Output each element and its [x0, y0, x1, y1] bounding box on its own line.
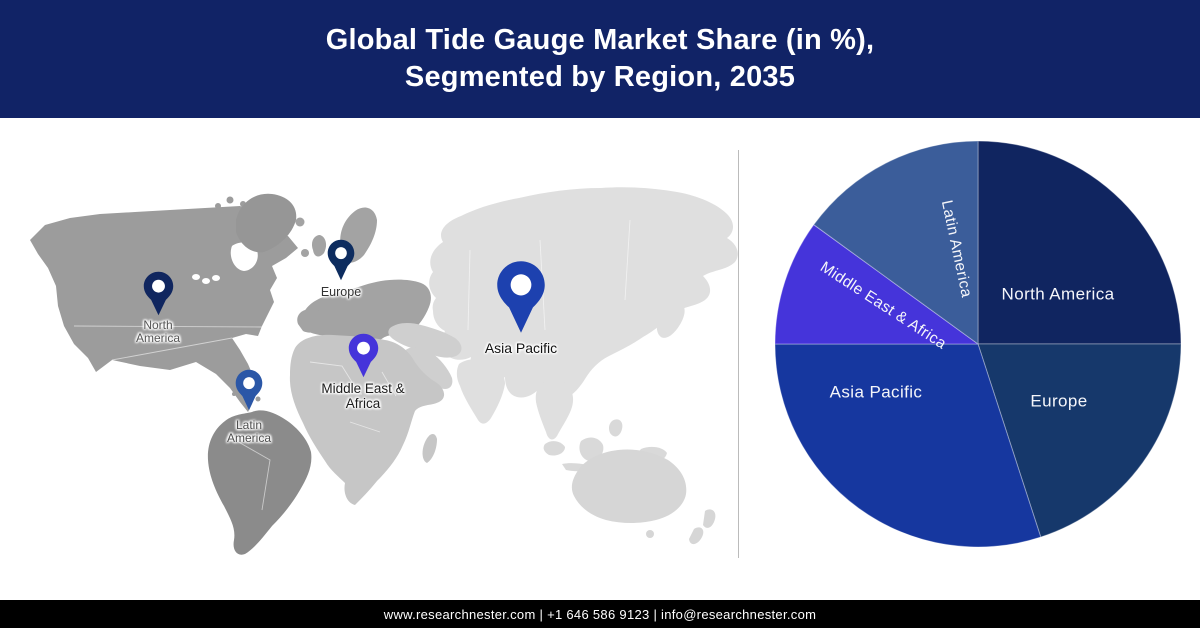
pie-slice-latin-america [813, 140, 979, 345]
island-iceland [295, 217, 305, 227]
pin-hole [510, 274, 532, 296]
content-area: North America Europe Latin America Middle E… [0, 118, 1200, 600]
pie-slice-middle-east-africa [774, 224, 979, 345]
pie-slice-europe [977, 343, 1182, 538]
region-india [456, 359, 505, 424]
continent-australia [571, 449, 687, 523]
island-japan [656, 302, 685, 338]
pin-hole [335, 247, 347, 260]
header-banner: Global Tide Gauge Market Share (in %), S… [0, 0, 1200, 119]
map-pin-middle-east-africa [348, 333, 378, 378]
map-pin-europe [327, 239, 355, 281]
vertical-divider [738, 150, 739, 558]
islands-southeast-asia [543, 419, 667, 472]
pin-body [497, 261, 545, 333]
island-greenland [236, 193, 297, 253]
pin-body [327, 239, 355, 281]
pie-label-asia-pacific: Asia Pacific [830, 382, 923, 401]
great-lakes [192, 274, 220, 284]
map-pin-label-latin-america: Latin America [226, 418, 271, 446]
island-tasmania [646, 530, 654, 538]
pie-label-europe: Europe [1030, 391, 1087, 410]
map-pin-asia-pacific [497, 261, 545, 333]
pin-body [348, 333, 378, 378]
continent-south-america [207, 410, 312, 555]
pin-body [143, 271, 173, 316]
pie-slice-asia-pacific [774, 343, 1042, 548]
pin-hole [356, 341, 370, 355]
pin-hole [151, 279, 165, 293]
island-madagascar [422, 433, 437, 463]
region-anatolia-iran [388, 323, 462, 358]
footer-contact-text: www.researchnester.com | +1 646 586 9123… [383, 606, 817, 622]
pie-slice-north-america [977, 140, 1182, 345]
world-map [30, 187, 738, 555]
page-title-line-2: Segmented by Region, 2035 [404, 61, 796, 93]
map-pin-label-north-america: North America [135, 318, 180, 346]
island-uk [311, 235, 327, 257]
continent-north-america [30, 206, 298, 412]
map-pin-north-america [143, 271, 173, 316]
pin-body [235, 369, 263, 411]
pie-label-north-america: North America [1002, 284, 1115, 303]
islands-new-zealand [689, 509, 716, 545]
island-ireland [301, 249, 309, 257]
map-pin-label-europe: Europe [320, 285, 362, 299]
region-iberia [297, 309, 326, 333]
region-asia [429, 187, 738, 403]
footer-bar: www.researchnester.com | +1 646 586 9123… [0, 600, 1200, 628]
country-border-lines [73, 219, 631, 511]
map-pin-latin-america [235, 369, 263, 411]
map-pin-label-middle-east-africa: Middle East & Africa [321, 381, 405, 412]
continent-africa [289, 334, 445, 505]
map-pin-label-asia-pacific: Asia Pacific [484, 340, 558, 356]
pin-hole [243, 377, 255, 390]
region-indochina [535, 379, 574, 440]
page-title-line-1: Global Tide Gauge Market Share (in %), [325, 24, 875, 56]
